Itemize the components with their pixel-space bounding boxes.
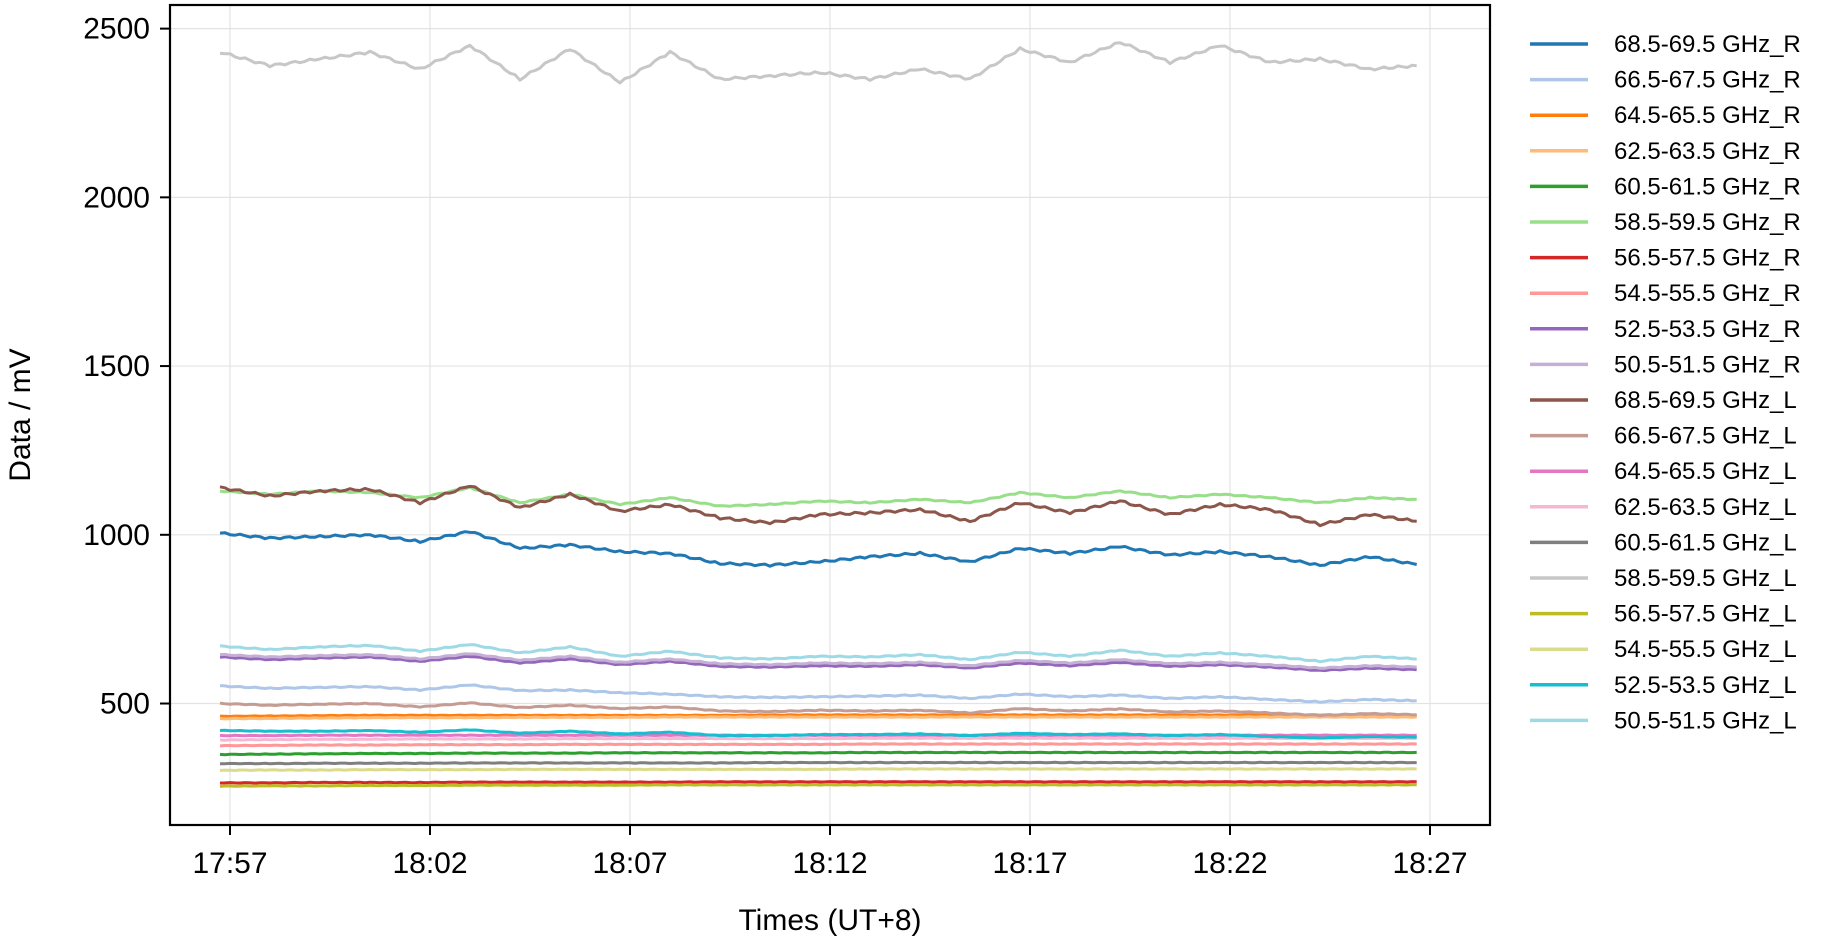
legend-item: 60.5-61.5 GHz_L bbox=[1530, 529, 1797, 556]
legend-label: 68.5-69.5 GHz_R bbox=[1614, 31, 1801, 58]
legend-item: 50.5-51.5 GHz_L bbox=[1530, 707, 1797, 734]
legend: 68.5-69.5 GHz_R 66.5-67.5 GHz_R 64.5-65.5 … bbox=[1530, 31, 1801, 734]
series-line-19 bbox=[219, 728, 1417, 740]
legend-label: 56.5-57.5 GHz_L bbox=[1614, 601, 1797, 628]
series-line-11 bbox=[219, 484, 1417, 528]
legend-item: 64.5-65.5 GHz_R bbox=[1530, 102, 1801, 129]
legend-label: 52.5-53.5 GHz_R bbox=[1614, 316, 1801, 343]
series-line-7 bbox=[219, 780, 1417, 785]
y-tick-label: 500 bbox=[100, 688, 150, 721]
y-tick-label: 2500 bbox=[83, 13, 150, 46]
x-axis: 17:57 18:02 18:07 18:12 18:17 18:22 18:27 bbox=[192, 825, 1468, 880]
series-line-10 bbox=[219, 652, 1417, 670]
legend-item: 56.5-57.5 GHz_L bbox=[1530, 601, 1797, 628]
legend-item: 64.5-65.5 GHz_L bbox=[1530, 458, 1797, 485]
series-line-14 bbox=[219, 736, 1417, 742]
legend-item: 66.5-67.5 GHz_L bbox=[1530, 423, 1797, 450]
x-tick-label: 18:27 bbox=[1392, 847, 1467, 880]
legend-item: 54.5-55.5 GHz_L bbox=[1530, 636, 1797, 663]
series-line-5 bbox=[219, 750, 1417, 757]
legend-label: 62.5-63.5 GHz_R bbox=[1614, 138, 1801, 165]
x-axis-title: Times (UT+8) bbox=[738, 904, 921, 937]
legend-item: 50.5-51.5 GHz_R bbox=[1530, 351, 1801, 378]
y-axis-title: Data / mV bbox=[4, 348, 37, 481]
legend-label: 62.5-63.5 GHz_L bbox=[1614, 494, 1797, 521]
legend-label: 52.5-53.5 GHz_L bbox=[1614, 672, 1797, 699]
legend-label: 58.5-59.5 GHz_L bbox=[1614, 565, 1797, 592]
legend-label: 56.5-57.5 GHz_R bbox=[1614, 245, 1801, 272]
legend-item: 58.5-59.5 GHz_L bbox=[1530, 565, 1797, 592]
series-line-4 bbox=[219, 715, 1417, 721]
legend-item: 66.5-67.5 GHz_R bbox=[1530, 67, 1801, 94]
x-tick-label: 18:22 bbox=[1192, 847, 1267, 880]
series-line-1 bbox=[219, 530, 1418, 568]
legend-item: 62.5-63.5 GHz_L bbox=[1530, 494, 1797, 521]
legend-label: 60.5-61.5 GHz_L bbox=[1614, 529, 1797, 556]
y-tick-label: 1500 bbox=[83, 350, 150, 383]
legend-item: 58.5-59.5 GHz_R bbox=[1530, 209, 1801, 236]
legend-item: 52.5-53.5 GHz_R bbox=[1530, 316, 1801, 343]
x-tick-label: 18:02 bbox=[392, 847, 467, 880]
legend-label: 58.5-59.5 GHz_R bbox=[1614, 209, 1801, 236]
series-line-8 bbox=[219, 742, 1417, 748]
y-tick-label: 1000 bbox=[83, 519, 150, 552]
x-tick-label: 18:12 bbox=[792, 847, 867, 880]
legend-label: 68.5-69.5 GHz_L bbox=[1614, 387, 1797, 414]
series-line-3 bbox=[219, 713, 1417, 718]
series-line-15 bbox=[219, 760, 1417, 766]
legend-item: 54.5-55.5 GHz_R bbox=[1530, 280, 1801, 307]
series-line-20 bbox=[219, 643, 1417, 664]
legend-item: 62.5-63.5 GHz_R bbox=[1530, 138, 1801, 165]
legend-item: 68.5-69.5 GHz_L bbox=[1530, 387, 1797, 414]
legend-label: 66.5-67.5 GHz_R bbox=[1614, 67, 1801, 94]
legend-label: 64.5-65.5 GHz_R bbox=[1614, 102, 1801, 129]
legend-label: 64.5-65.5 GHz_L bbox=[1614, 458, 1797, 485]
series-line-2 bbox=[219, 683, 1417, 704]
legend-label: 66.5-67.5 GHz_L bbox=[1614, 423, 1797, 450]
x-tick-label: 18:17 bbox=[992, 847, 1067, 880]
x-tick-label: 18:07 bbox=[592, 847, 667, 880]
legend-item: 60.5-61.5 GHz_R bbox=[1530, 173, 1801, 200]
series-line-6 bbox=[219, 485, 1417, 508]
series-line-9 bbox=[219, 654, 1417, 673]
legend-item: 56.5-57.5 GHz_R bbox=[1530, 245, 1801, 272]
y-tick-label: 2000 bbox=[83, 181, 150, 214]
series-line-16 bbox=[219, 41, 1417, 85]
legend-item: 68.5-69.5 GHz_R bbox=[1530, 31, 1801, 58]
series-line-18 bbox=[219, 767, 1417, 772]
legend-label: 54.5-55.5 GHz_L bbox=[1614, 636, 1797, 663]
legend-label: 50.5-51.5 GHz_L bbox=[1614, 707, 1797, 734]
plot-area bbox=[219, 41, 1418, 788]
legend-label: 60.5-61.5 GHz_R bbox=[1614, 173, 1801, 200]
legend-item: 52.5-53.5 GHz_L bbox=[1530, 672, 1797, 699]
y-axis: 500 1000 1500 2000 2500 bbox=[83, 13, 170, 721]
legend-label: 54.5-55.5 GHz_R bbox=[1614, 280, 1801, 307]
legend-label: 50.5-51.5 GHz_R bbox=[1614, 351, 1801, 378]
series-line-17 bbox=[219, 783, 1417, 788]
gridlines bbox=[170, 5, 1490, 825]
x-tick-label: 17:57 bbox=[192, 847, 267, 880]
series-line-12 bbox=[219, 701, 1417, 718]
